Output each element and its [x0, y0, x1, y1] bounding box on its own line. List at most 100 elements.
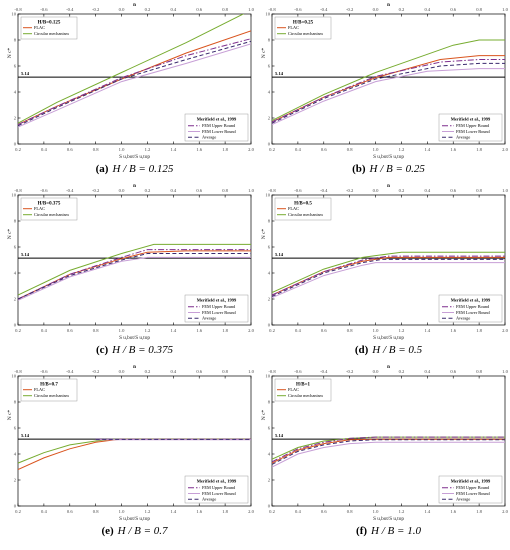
top-tick-label: 0.0	[373, 7, 379, 12]
y-tick-label: 6	[14, 64, 17, 69]
caption-prefix: (e)	[101, 525, 114, 537]
top-tick-label: 0.8	[222, 7, 228, 12]
x-tick-label: 2.0	[502, 509, 508, 514]
y-tick-label: 10	[265, 193, 270, 198]
reference-label: 5.14	[275, 252, 284, 257]
x-tick-label: 2.0	[248, 147, 254, 152]
top-tick-label: 0.6	[196, 188, 202, 193]
legend-top-box	[274, 378, 332, 402]
top-tick-label: -0.8	[14, 369, 22, 374]
legend-entry: Average	[202, 135, 216, 140]
y-tick-label: 8	[14, 400, 17, 405]
top-tick-label: 0.2	[145, 369, 151, 374]
x-tick-label: 1.6	[450, 509, 456, 514]
legend-entry: Circular mechanism	[34, 393, 69, 398]
chart-panel-c: 0.2 0.4 0.6 0.8 1.0 1.2 1.4 1.6 1.8 2.0 -0.8 -0.6 -0…	[7, 184, 255, 356]
reference-label: 5.14	[21, 71, 30, 76]
x-axis-title: S u,bot/S u,top	[373, 335, 404, 341]
y-tick-label: 10	[265, 374, 270, 379]
x-tick-label: 1.6	[450, 328, 456, 333]
top-tick-label: 0.2	[399, 369, 405, 374]
x-tick-label: 1.6	[450, 147, 456, 152]
series-fem_upper	[272, 59, 505, 123]
x-tick-label: 1.6	[196, 328, 202, 333]
y-tick-label: 8	[268, 219, 271, 224]
y-tick-label: 0	[268, 323, 271, 328]
top-axis-title: n	[133, 184, 136, 189]
legend-entry: FEM Lower Bound	[456, 129, 491, 134]
x-tick-label: 1.8	[222, 328, 228, 333]
top-tick-label: 0.6	[196, 369, 202, 374]
x-tick-label: 1.2	[399, 147, 405, 152]
y-tick-label: 6	[14, 426, 17, 431]
top-tick-label: -0.4	[320, 188, 328, 193]
x-axis-title: S u,bot/S u,top	[373, 516, 404, 522]
x-tick-label: 1.0	[119, 147, 125, 152]
legend-entry: Average	[456, 316, 470, 321]
y-tick-label: 2	[14, 116, 17, 121]
legend-top-box	[20, 197, 78, 221]
caption-prefix: (b)	[352, 163, 366, 175]
top-tick-label: -0.4	[320, 7, 328, 12]
y-tick-label: 8	[14, 38, 17, 43]
x-tick-label: 0.8	[93, 328, 99, 333]
y-tick-label: 2	[268, 116, 271, 121]
reference-label: 5.14	[21, 252, 30, 257]
x-tick-label: 1.4	[424, 328, 430, 333]
top-tick-label: -0.4	[66, 369, 74, 374]
legend-entry: Average	[202, 316, 216, 321]
x-tick-label: 0.4	[295, 328, 301, 333]
x-tick-label: 1.6	[196, 509, 202, 514]
y-tick-label: 0	[268, 504, 271, 509]
top-tick-label: -0.2	[346, 188, 354, 193]
y-tick-label: 4	[14, 90, 17, 95]
top-tick-label: 0.8	[222, 188, 228, 193]
caption-math: H / B = 0.7	[117, 525, 168, 537]
chart-panel-a: 0.2 0.4 0.6 0.8 1.0 1.2 1.4 1.6 1.8 2.0 -0.8 -0.6 -0…	[7, 3, 255, 175]
top-tick-label: -0.8	[268, 7, 276, 12]
panel-caption: (a) H / B = 0.125	[96, 163, 174, 175]
y-tick-label: 6	[268, 64, 271, 69]
y-tick-label: 4	[268, 271, 271, 276]
top-tick-label: 0.4	[424, 7, 430, 12]
reference-label: 5.14	[275, 433, 284, 438]
legend-entry: FEM Lower Bound	[456, 491, 491, 496]
legend-entry: FEM Upper Bound	[456, 485, 490, 490]
top-tick-label: 0.4	[170, 369, 176, 374]
y-tick-label: 6	[268, 245, 271, 250]
legend-bottom-box	[184, 475, 249, 504]
y-tick-label: 10	[265, 12, 270, 17]
x-tick-label: 1.8	[476, 147, 482, 152]
caption-math: H / B = 1.0	[370, 525, 421, 537]
x-tick-label: 0.6	[67, 147, 73, 152]
x-tick-label: 1.6	[196, 147, 202, 152]
legend-entry: FEM Upper Bound	[202, 123, 236, 128]
legend-entry: FEM Upper Bound	[456, 304, 490, 309]
y-tick-label: 6	[268, 426, 271, 431]
y-axis-title: N c*	[7, 409, 13, 420]
panel-caption: (b) H / B = 0.25	[352, 163, 425, 175]
top-tick-label: 0.8	[222, 369, 228, 374]
top-axis-title: n	[387, 3, 390, 8]
legend-entry: FEM Upper Bound	[456, 123, 490, 128]
legend-entry: Circular mechanism	[288, 212, 323, 217]
x-tick-label: 1.0	[373, 147, 379, 152]
top-tick-label: -0.6	[40, 369, 48, 374]
x-tick-label: 1.0	[119, 328, 125, 333]
y-tick-label: 2	[14, 478, 17, 483]
top-tick-label: -0.6	[294, 188, 302, 193]
top-tick-label: 0.4	[170, 188, 176, 193]
chart-panel-d: 0.2 0.4 0.6 0.8 1.0 1.2 1.4 1.6 1.8 2.0 -0.8 -0.6 -0…	[261, 184, 509, 356]
x-axis-title: S u,bot/S u,top	[119, 516, 150, 522]
top-tick-label: 0.0	[119, 369, 125, 374]
series-average	[18, 40, 251, 127]
top-tick-label: 0.8	[476, 369, 482, 374]
top-tick-label: 1.0	[248, 188, 254, 193]
top-tick-label: -0.8	[268, 369, 276, 374]
legend-entry: FLAC	[34, 387, 45, 392]
